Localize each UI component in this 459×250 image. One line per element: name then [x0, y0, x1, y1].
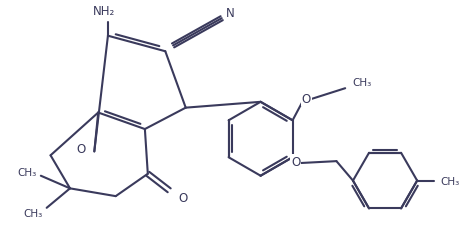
Text: CH₃: CH₃ [440, 176, 459, 186]
Text: CH₃: CH₃ [17, 167, 37, 177]
Text: O: O [178, 191, 187, 204]
Text: O: O [291, 155, 300, 168]
Text: CH₃: CH₃ [351, 78, 370, 88]
Text: O: O [76, 142, 85, 155]
Text: NH₂: NH₂ [93, 5, 115, 18]
Text: O: O [301, 93, 310, 106]
Text: N: N [225, 7, 234, 20]
Text: CH₃: CH₃ [23, 208, 43, 218]
